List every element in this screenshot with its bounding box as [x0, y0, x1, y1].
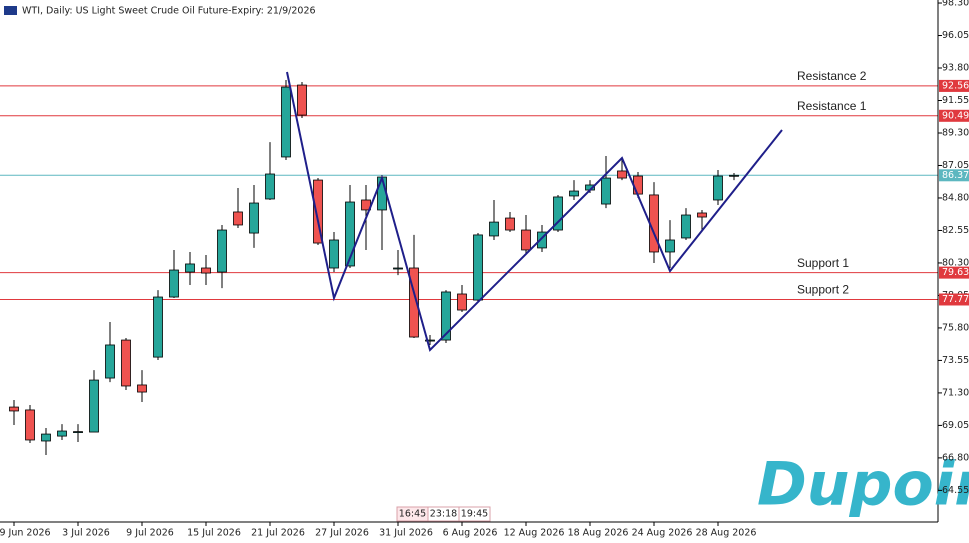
- candle-body: [297, 84, 307, 116]
- price-box-label: 86.37: [942, 170, 969, 181]
- zigzag-pattern: [286, 71, 783, 352]
- candle-body: [217, 229, 227, 273]
- candle-body: [537, 231, 547, 249]
- candle-body: [249, 202, 259, 234]
- candle-body: [185, 263, 195, 273]
- candle-body: [377, 176, 387, 211]
- x-tick-label: 28 Aug 2026: [696, 528, 757, 539]
- price-box: [939, 293, 969, 306]
- y-tick-label: 89.30: [942, 127, 969, 138]
- candle-body: [617, 170, 627, 179]
- candle-body: [553, 196, 563, 231]
- candle-body: [569, 190, 579, 197]
- symbol-flag: [4, 6, 17, 15]
- y-tick-label: 73.55: [942, 355, 969, 366]
- candle-body: [601, 177, 611, 205]
- candle-body: [393, 267, 403, 270]
- candle-body: [665, 239, 675, 253]
- price-box: [939, 169, 969, 182]
- y-tick-label: 91.55: [942, 95, 969, 106]
- level-label: Support 2: [797, 283, 849, 297]
- price-box-label: 90.49: [942, 110, 969, 121]
- candle-body: [633, 175, 643, 195]
- candle-body: [89, 379, 99, 433]
- level-label: Resistance 1: [797, 99, 867, 113]
- candle-body: [41, 433, 51, 442]
- x-tick-label: 15 Jul 2026: [187, 528, 241, 539]
- y-tick-label: 98.30: [942, 0, 969, 9]
- level-label: Resistance 2: [797, 69, 867, 83]
- candle-body: [345, 201, 355, 267]
- price-box-label: 77.77: [942, 294, 969, 305]
- candle-body: [457, 293, 467, 311]
- y-tick-label: 75.80: [942, 322, 969, 333]
- candle-body: [729, 174, 739, 177]
- candle-body: [409, 267, 419, 338]
- y-tick-label: 82.55: [942, 225, 969, 236]
- candle-body: [233, 211, 243, 226]
- y-tick-label: 69.05: [942, 420, 969, 431]
- price-box-label: 79.63: [942, 267, 969, 278]
- candle-body: [153, 296, 163, 358]
- candle-body: [105, 344, 115, 379]
- time-label: 19:45: [461, 509, 488, 520]
- x-tick-label: 9 Jul 2026: [126, 528, 174, 539]
- plot: [0, 79, 938, 455]
- x-tick-label: 3 Jul 2026: [62, 528, 110, 539]
- x-tick-label: 18 Aug 2026: [568, 528, 629, 539]
- candle-body: [441, 291, 451, 341]
- candle-body: [201, 267, 211, 274]
- y-tick-label: 66.80: [942, 452, 969, 463]
- y-tick-label: 93.80: [942, 63, 969, 74]
- chart-title: WTI, Daily: US Light Sweet Crude Oil Fut…: [22, 6, 316, 17]
- time-label: 16:45: [399, 509, 426, 520]
- x-tick-label: 24 Aug 2026: [632, 528, 693, 539]
- price-box: [939, 79, 969, 92]
- price-box: [939, 266, 969, 279]
- candle-body: [697, 212, 707, 218]
- y-tick-label: 71.30: [942, 387, 969, 398]
- x-tick-label: 31 Jul 2026: [379, 528, 433, 539]
- time-label: 23:18: [430, 509, 457, 520]
- price-box-label: 92.56: [942, 80, 969, 91]
- candle-body: [473, 234, 483, 301]
- x-tick-label: 29 Jun 2026: [0, 528, 51, 539]
- x-tick-label: 21 Jul 2026: [251, 528, 305, 539]
- y-tick-label: 84.80: [942, 192, 969, 203]
- candle-body: [73, 431, 83, 434]
- candle-body: [25, 409, 35, 441]
- x-tick-label: 27 Jul 2026: [315, 528, 369, 539]
- y-tick-label: 80.30: [942, 257, 969, 268]
- candle-body: [137, 384, 147, 393]
- watermark-logo: Dupoin: [757, 450, 969, 520]
- candle-body: [521, 229, 531, 251]
- candle-body: [329, 239, 339, 269]
- candle-body: [281, 86, 291, 158]
- candle-body: [425, 339, 435, 342]
- y-tick-label: 64.55: [942, 485, 969, 496]
- level-label: Support 1: [797, 256, 849, 270]
- price-box: [939, 109, 969, 122]
- x-tick-label: 6 Aug 2026: [443, 528, 498, 539]
- candle-body: [313, 179, 323, 244]
- candle-body: [681, 214, 691, 239]
- candle-body: [713, 175, 723, 201]
- candle-body: [169, 269, 179, 298]
- candle-body: [265, 173, 275, 200]
- y-tick-label: 96.05: [942, 30, 969, 41]
- candle-body: [9, 406, 19, 412]
- candle-body: [489, 221, 499, 237]
- y-tick-label: 87.05: [942, 160, 969, 171]
- candle-body: [57, 430, 67, 437]
- time-box: [458, 506, 491, 522]
- candle-body: [505, 217, 515, 231]
- x-tick-label: 12 Aug 2026: [504, 528, 565, 539]
- candle-body: [121, 339, 131, 387]
